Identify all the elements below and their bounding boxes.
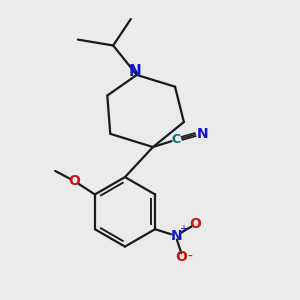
Text: O: O <box>68 174 80 188</box>
Text: -: - <box>188 250 192 264</box>
Text: N: N <box>196 127 208 141</box>
Text: N: N <box>129 64 142 79</box>
Text: +: + <box>179 224 187 234</box>
Text: O: O <box>190 218 201 232</box>
Text: O: O <box>176 250 188 264</box>
Text: C: C <box>171 133 181 146</box>
Text: N: N <box>170 229 182 243</box>
